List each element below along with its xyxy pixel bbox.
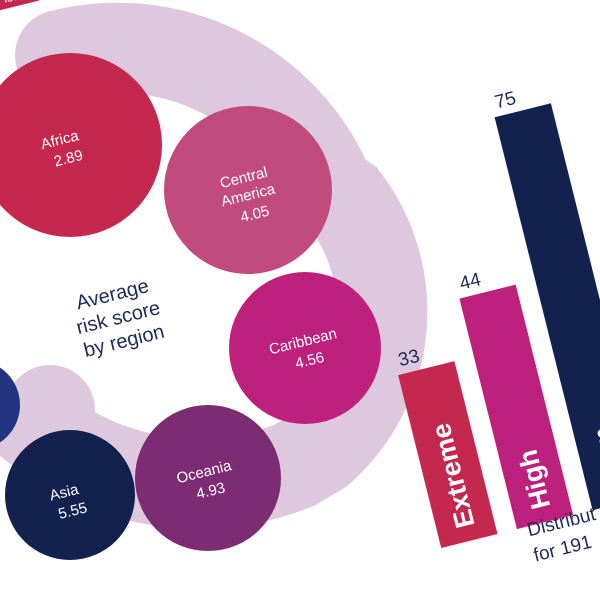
bar-3 <box>494 103 600 511</box>
bubble-africa: Africa 2.89 <box>0 53 162 237</box>
bubble-value-caribbean: 4.56 <box>293 349 325 373</box>
bubble-value-central-america: 4.05 <box>239 203 271 227</box>
bubble-partial-left <box>0 367 20 443</box>
bar-value-label-3: 75 <box>493 88 519 113</box>
bubble-caribbean: Caribbean 4.56 <box>229 272 381 424</box>
bubble-value-asia: 5.55 <box>57 499 89 523</box>
bar-value-label-1: 33 <box>396 346 422 371</box>
bubble-asia: Asia 5.55 <box>5 430 135 560</box>
bar-1 <box>398 361 498 549</box>
bar-value-labels: 33447539 <box>396 88 519 371</box>
bar-2 <box>459 284 574 530</box>
regional-risk-bubble-chart: Average risk score by region Africa 2.89… <box>0 2 428 560</box>
bubble-value-oceania: 4.93 <box>195 479 227 503</box>
bubble-value-africa: 2.89 <box>52 147 84 171</box>
bubble-oceania: Oceania 4.93 <box>135 405 281 551</box>
header-fragment: ion <box>0 0 40 15</box>
bar-value-label-2: 44 <box>458 269 484 295</box>
bar-series <box>398 103 600 549</box>
bubble-label-asia: Asia <box>48 481 81 505</box>
header-fragment-text: ion <box>2 0 21 6</box>
bubble-central-america: Central America 4.05 <box>164 106 332 274</box>
